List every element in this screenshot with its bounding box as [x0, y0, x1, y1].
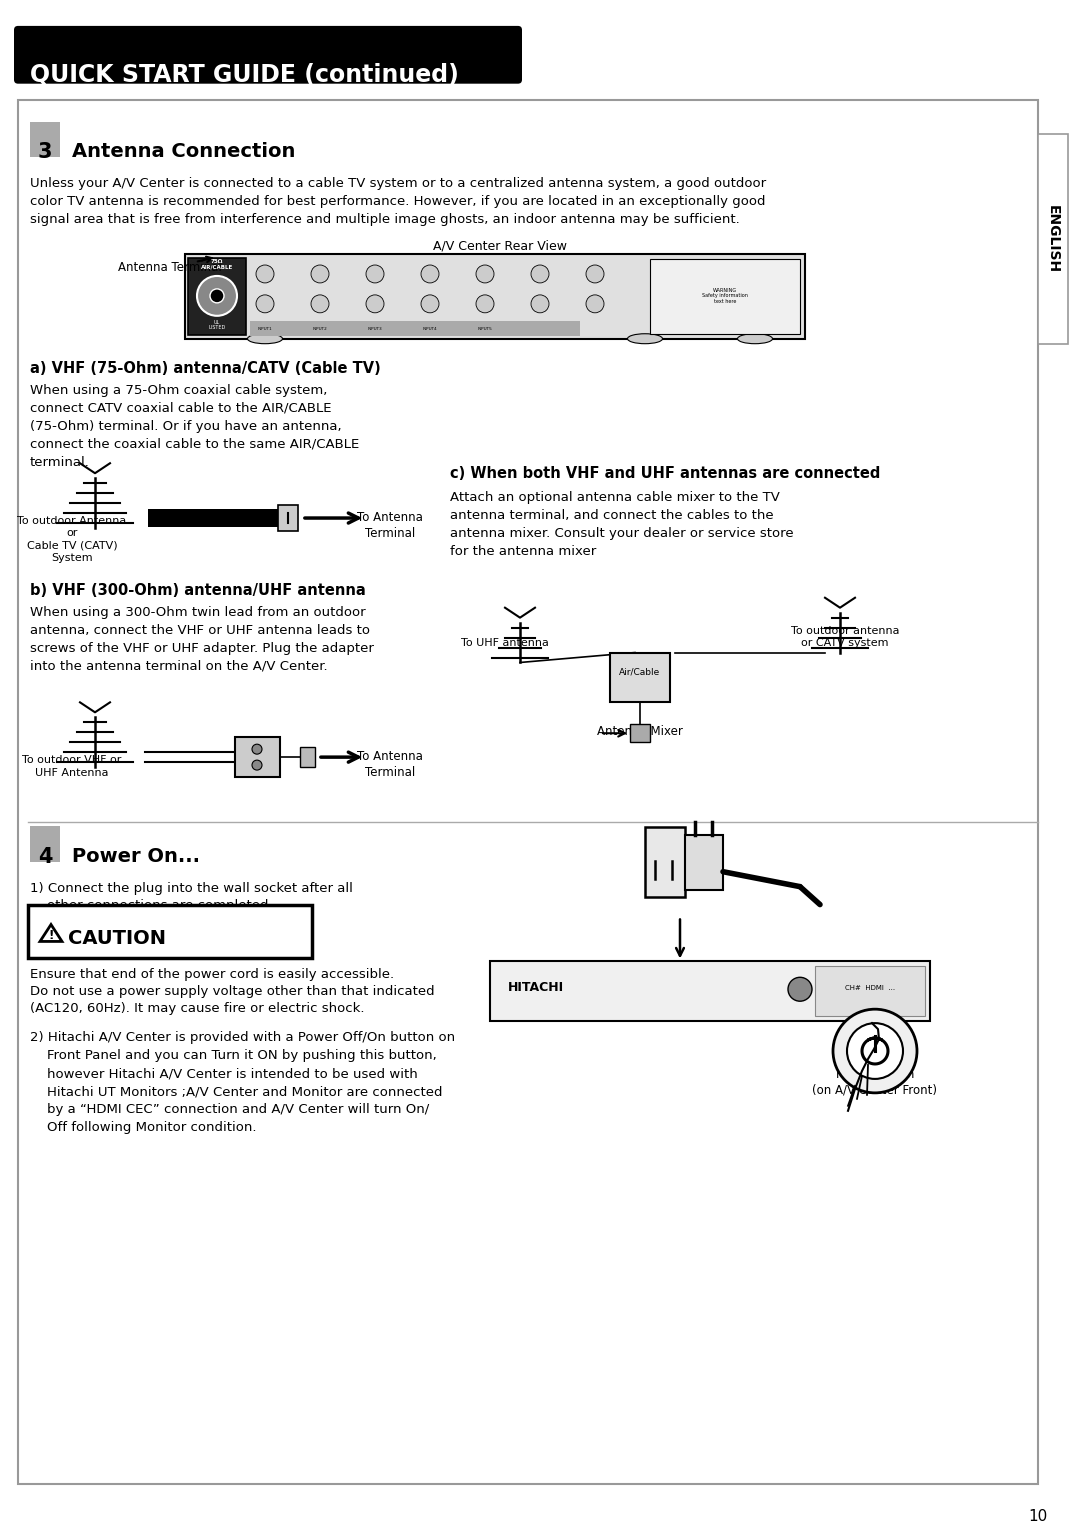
Circle shape	[197, 276, 237, 316]
FancyBboxPatch shape	[815, 967, 924, 1015]
Text: HITACHI: HITACHI	[508, 980, 564, 994]
FancyBboxPatch shape	[28, 904, 312, 959]
Text: 2) Hitachi A/V Center is provided with a Power Off/On button on
    Front Panel : 2) Hitachi A/V Center is provided with a…	[30, 1031, 455, 1135]
FancyBboxPatch shape	[1038, 134, 1068, 344]
Text: 1) Connect the plug into the wall socket after all
    other connections are com: 1) Connect the plug into the wall socket…	[30, 881, 353, 912]
Text: Air/Cable: Air/Cable	[619, 667, 661, 676]
Text: INPUT2: INPUT2	[312, 327, 327, 331]
FancyBboxPatch shape	[630, 724, 650, 742]
Circle shape	[252, 744, 262, 754]
Text: !: !	[49, 928, 54, 942]
Circle shape	[531, 295, 549, 313]
FancyBboxPatch shape	[278, 505, 298, 531]
FancyBboxPatch shape	[249, 321, 580, 336]
Text: INPUT4: INPUT4	[422, 327, 437, 331]
Circle shape	[531, 266, 549, 282]
Text: ENGLISH: ENGLISH	[1047, 205, 1059, 273]
FancyBboxPatch shape	[235, 738, 280, 777]
Text: INPUT3: INPUT3	[367, 327, 382, 331]
Circle shape	[421, 266, 438, 282]
Ellipse shape	[738, 334, 772, 344]
Text: UL
LISTED: UL LISTED	[208, 319, 226, 330]
Text: Antenna Connection: Antenna Connection	[72, 142, 295, 162]
Text: Power Switch
(on A/V Center Front): Power Switch (on A/V Center Front)	[812, 1067, 937, 1096]
Circle shape	[311, 266, 329, 282]
FancyBboxPatch shape	[14, 26, 522, 84]
Text: A/V Center Rear View: A/V Center Rear View	[433, 240, 567, 252]
FancyBboxPatch shape	[645, 826, 685, 896]
FancyBboxPatch shape	[185, 253, 805, 339]
Circle shape	[366, 266, 384, 282]
Text: To Antenna
Terminal: To Antenna Terminal	[357, 512, 423, 541]
Circle shape	[833, 1009, 917, 1093]
Ellipse shape	[247, 334, 283, 344]
Ellipse shape	[627, 334, 662, 344]
Text: 10: 10	[1029, 1509, 1048, 1524]
Text: Antenna Mixer: Antenna Mixer	[597, 725, 683, 738]
FancyBboxPatch shape	[188, 258, 246, 334]
Circle shape	[366, 295, 384, 313]
FancyBboxPatch shape	[30, 122, 60, 157]
FancyBboxPatch shape	[685, 835, 723, 890]
Text: WARNING
Safety information
text here: WARNING Safety information text here	[702, 287, 748, 304]
Text: 3: 3	[38, 142, 52, 162]
Text: Unless your A/V Center is connected to a cable TV system or to a centralized ant: Unless your A/V Center is connected to a…	[30, 177, 766, 226]
Circle shape	[476, 266, 494, 282]
Text: b) VHF (300-Ohm) antenna/UHF antenna: b) VHF (300-Ohm) antenna/UHF antenna	[30, 583, 366, 597]
FancyBboxPatch shape	[148, 508, 278, 527]
Text: To outdoor antenna
or CATV system: To outdoor antenna or CATV system	[791, 626, 900, 647]
Text: Attach an optional antenna cable mixer to the TV
antenna terminal, and connect t: Attach an optional antenna cable mixer t…	[450, 492, 794, 559]
Circle shape	[421, 295, 438, 313]
Circle shape	[476, 295, 494, 313]
Text: a) VHF (75-Ohm) antenna/CATV (Cable TV): a) VHF (75-Ohm) antenna/CATV (Cable TV)	[30, 360, 381, 376]
Circle shape	[586, 295, 604, 313]
Text: When using a 75-Ohm coaxial cable system,
connect CATV coaxial cable to the AIR/: When using a 75-Ohm coaxial cable system…	[30, 383, 360, 469]
Text: 75Ω
AIR/CABLE: 75Ω AIR/CABLE	[201, 260, 233, 270]
Circle shape	[256, 295, 274, 313]
Text: Antenna Terminal: Antenna Terminal	[118, 261, 221, 273]
Circle shape	[586, 266, 604, 282]
Text: INPUT1: INPUT1	[258, 327, 272, 331]
FancyBboxPatch shape	[490, 962, 930, 1022]
FancyBboxPatch shape	[650, 260, 800, 334]
Text: 4: 4	[38, 847, 52, 867]
Text: When using a 300-Ohm twin lead from an outdoor
antenna, connect the VHF or UHF a: When using a 300-Ohm twin lead from an o…	[30, 606, 374, 673]
Text: QUICK START GUIDE (continued): QUICK START GUIDE (continued)	[30, 63, 459, 87]
Text: CH#  HDMI  ...: CH# HDMI ...	[845, 985, 895, 991]
Text: CAUTION: CAUTION	[68, 930, 166, 948]
Circle shape	[252, 760, 262, 770]
Text: To outdoor Antenna
or
Cable TV (CATV)
System: To outdoor Antenna or Cable TV (CATV) Sy…	[17, 516, 126, 563]
Text: Ensure that end of the power cord is easily accessible.
Do not use a power suppl: Ensure that end of the power cord is eas…	[30, 968, 434, 1015]
Text: INPUT5: INPUT5	[477, 327, 492, 331]
Circle shape	[311, 295, 329, 313]
Text: c) When both VHF and UHF antennas are connected: c) When both VHF and UHF antennas are co…	[450, 466, 880, 481]
Text: Power On...: Power On...	[72, 847, 200, 866]
Text: To Antenna
Terminal: To Antenna Terminal	[357, 750, 423, 779]
Polygon shape	[40, 924, 62, 942]
Circle shape	[210, 289, 224, 302]
Text: To UHF antenna: To UHF antenna	[461, 638, 549, 647]
Text: To outdoor VHF or
UHF Antenna: To outdoor VHF or UHF Antenna	[23, 756, 122, 777]
Circle shape	[847, 1023, 903, 1080]
FancyBboxPatch shape	[18, 99, 1038, 1484]
FancyBboxPatch shape	[300, 747, 315, 767]
Circle shape	[256, 266, 274, 282]
FancyBboxPatch shape	[30, 826, 60, 861]
Circle shape	[788, 977, 812, 1002]
FancyBboxPatch shape	[610, 652, 670, 702]
